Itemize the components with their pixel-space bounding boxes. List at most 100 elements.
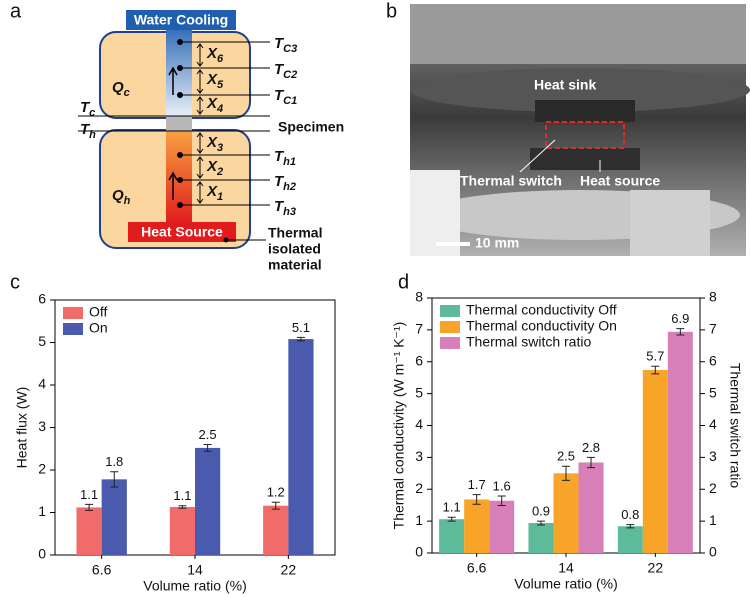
bar xyxy=(195,447,221,555)
value-label: 0.9 xyxy=(532,504,550,519)
error-bar xyxy=(178,505,187,509)
label-main: Q xyxy=(112,79,124,96)
source-photo-label: Heat source xyxy=(580,173,660,189)
error-bar xyxy=(472,494,481,505)
thermocouple-dot xyxy=(177,92,183,98)
y2-tick-label: 8 xyxy=(709,289,717,305)
bar xyxy=(617,526,643,553)
diagram-label: Th2 xyxy=(274,173,296,193)
distance-arrow xyxy=(196,69,204,94)
thermocouple-dot xyxy=(177,152,183,158)
panel-label: a xyxy=(10,0,22,22)
source-box xyxy=(128,222,236,242)
source-label: Heat Source xyxy=(141,224,223,240)
error-bar xyxy=(497,495,506,507)
panel-label: b xyxy=(386,0,397,22)
value-label: 1.1 xyxy=(173,488,191,503)
label-main: X xyxy=(206,95,218,112)
label-sub: 1 xyxy=(217,191,223,203)
value-label: 1.8 xyxy=(105,454,123,469)
bar xyxy=(553,473,579,553)
y-axis-label: Heat flux (W) xyxy=(14,387,30,469)
diagram-label: X6 xyxy=(206,45,224,65)
legend-label: Off xyxy=(89,304,108,320)
distance-arrow xyxy=(196,96,204,115)
y-tick-label: 1 xyxy=(415,512,423,528)
value-label: 2.8 xyxy=(582,440,600,455)
cooling-box xyxy=(126,10,236,30)
plate xyxy=(410,68,750,112)
label-sub: C1 xyxy=(283,95,297,107)
cooling-label: Water Cooling xyxy=(134,12,228,28)
bar xyxy=(288,339,314,555)
bar xyxy=(528,523,554,553)
photo-top xyxy=(410,4,746,64)
label-main: X xyxy=(206,134,218,151)
label-main: X xyxy=(206,71,218,88)
x-tick-label: 22 xyxy=(648,560,664,576)
value-label: 6.9 xyxy=(671,311,689,326)
label-main: T xyxy=(80,121,91,138)
photo: 10 mm Heat sink Thermal switch Heat sour… xyxy=(386,0,750,256)
y-tick-label: 7 xyxy=(415,321,423,337)
legend-label: On xyxy=(89,320,108,336)
heat-sink xyxy=(535,100,635,122)
label-main: Q xyxy=(112,187,124,204)
error-bar xyxy=(587,456,596,469)
diagram-label: TC2 xyxy=(274,61,297,81)
label-main: X xyxy=(206,45,218,62)
diagram-label: Th xyxy=(80,121,96,141)
specimen-label: Specimen xyxy=(278,119,344,135)
diagram-label: TC1 xyxy=(274,87,297,107)
y2-tick-label: 1 xyxy=(709,512,717,528)
label-sub: 5 xyxy=(217,79,224,91)
pointer xyxy=(519,139,556,173)
diagram-label: Qh xyxy=(112,187,131,207)
distance-arrow xyxy=(196,43,204,67)
heat-source xyxy=(530,148,640,170)
y2-tick-label: 7 xyxy=(709,321,717,337)
diagram-label: X5 xyxy=(206,71,224,91)
label-main: T xyxy=(274,173,285,190)
diagram-label: X2 xyxy=(206,158,223,178)
x-axis-label: Volume ratio (%) xyxy=(514,576,617,592)
x-tick-label: 22 xyxy=(281,562,297,578)
error-bar xyxy=(110,471,119,488)
bar xyxy=(578,462,604,553)
bar xyxy=(489,500,515,553)
diagram: Water Cooling Heat Source Specimen Therm… xyxy=(10,0,344,272)
y2-axis-label: Thermal switch ratio xyxy=(727,363,743,488)
y-tick-label: 6 xyxy=(38,291,46,307)
label-sub: c xyxy=(89,107,95,119)
label-main: T xyxy=(274,35,285,52)
diagram-label: TC3 xyxy=(274,35,297,55)
diagram-label: Tc xyxy=(80,99,95,119)
y2-tick-label: 5 xyxy=(709,384,717,400)
error-bar xyxy=(296,336,305,342)
label-sub: h xyxy=(124,195,131,207)
bar xyxy=(101,479,127,555)
y2-tick-label: 4 xyxy=(709,416,717,432)
bar xyxy=(464,499,490,553)
bar xyxy=(263,505,289,555)
label-main: X xyxy=(206,158,218,175)
x-tick-label: 6.6 xyxy=(467,560,487,576)
label-main: T xyxy=(80,99,91,116)
label-sub: 4 xyxy=(216,103,223,115)
bar xyxy=(667,331,693,553)
switch-label: Thermal switch xyxy=(460,173,562,189)
error-bar xyxy=(203,444,212,452)
block xyxy=(410,170,460,256)
distance-arrow xyxy=(196,132,204,154)
scale-label: 10 mm xyxy=(475,235,519,251)
error-bar xyxy=(447,516,456,522)
y-tick-label: 0 xyxy=(415,544,423,560)
value-label: 0.8 xyxy=(621,507,639,522)
legend-swatch xyxy=(63,307,83,319)
error-bar xyxy=(85,503,94,511)
y2-tick-label: 2 xyxy=(709,480,717,496)
legend-swatch xyxy=(440,305,460,317)
diagram-label: X1 xyxy=(206,183,223,203)
label-sub: h3 xyxy=(283,206,296,218)
